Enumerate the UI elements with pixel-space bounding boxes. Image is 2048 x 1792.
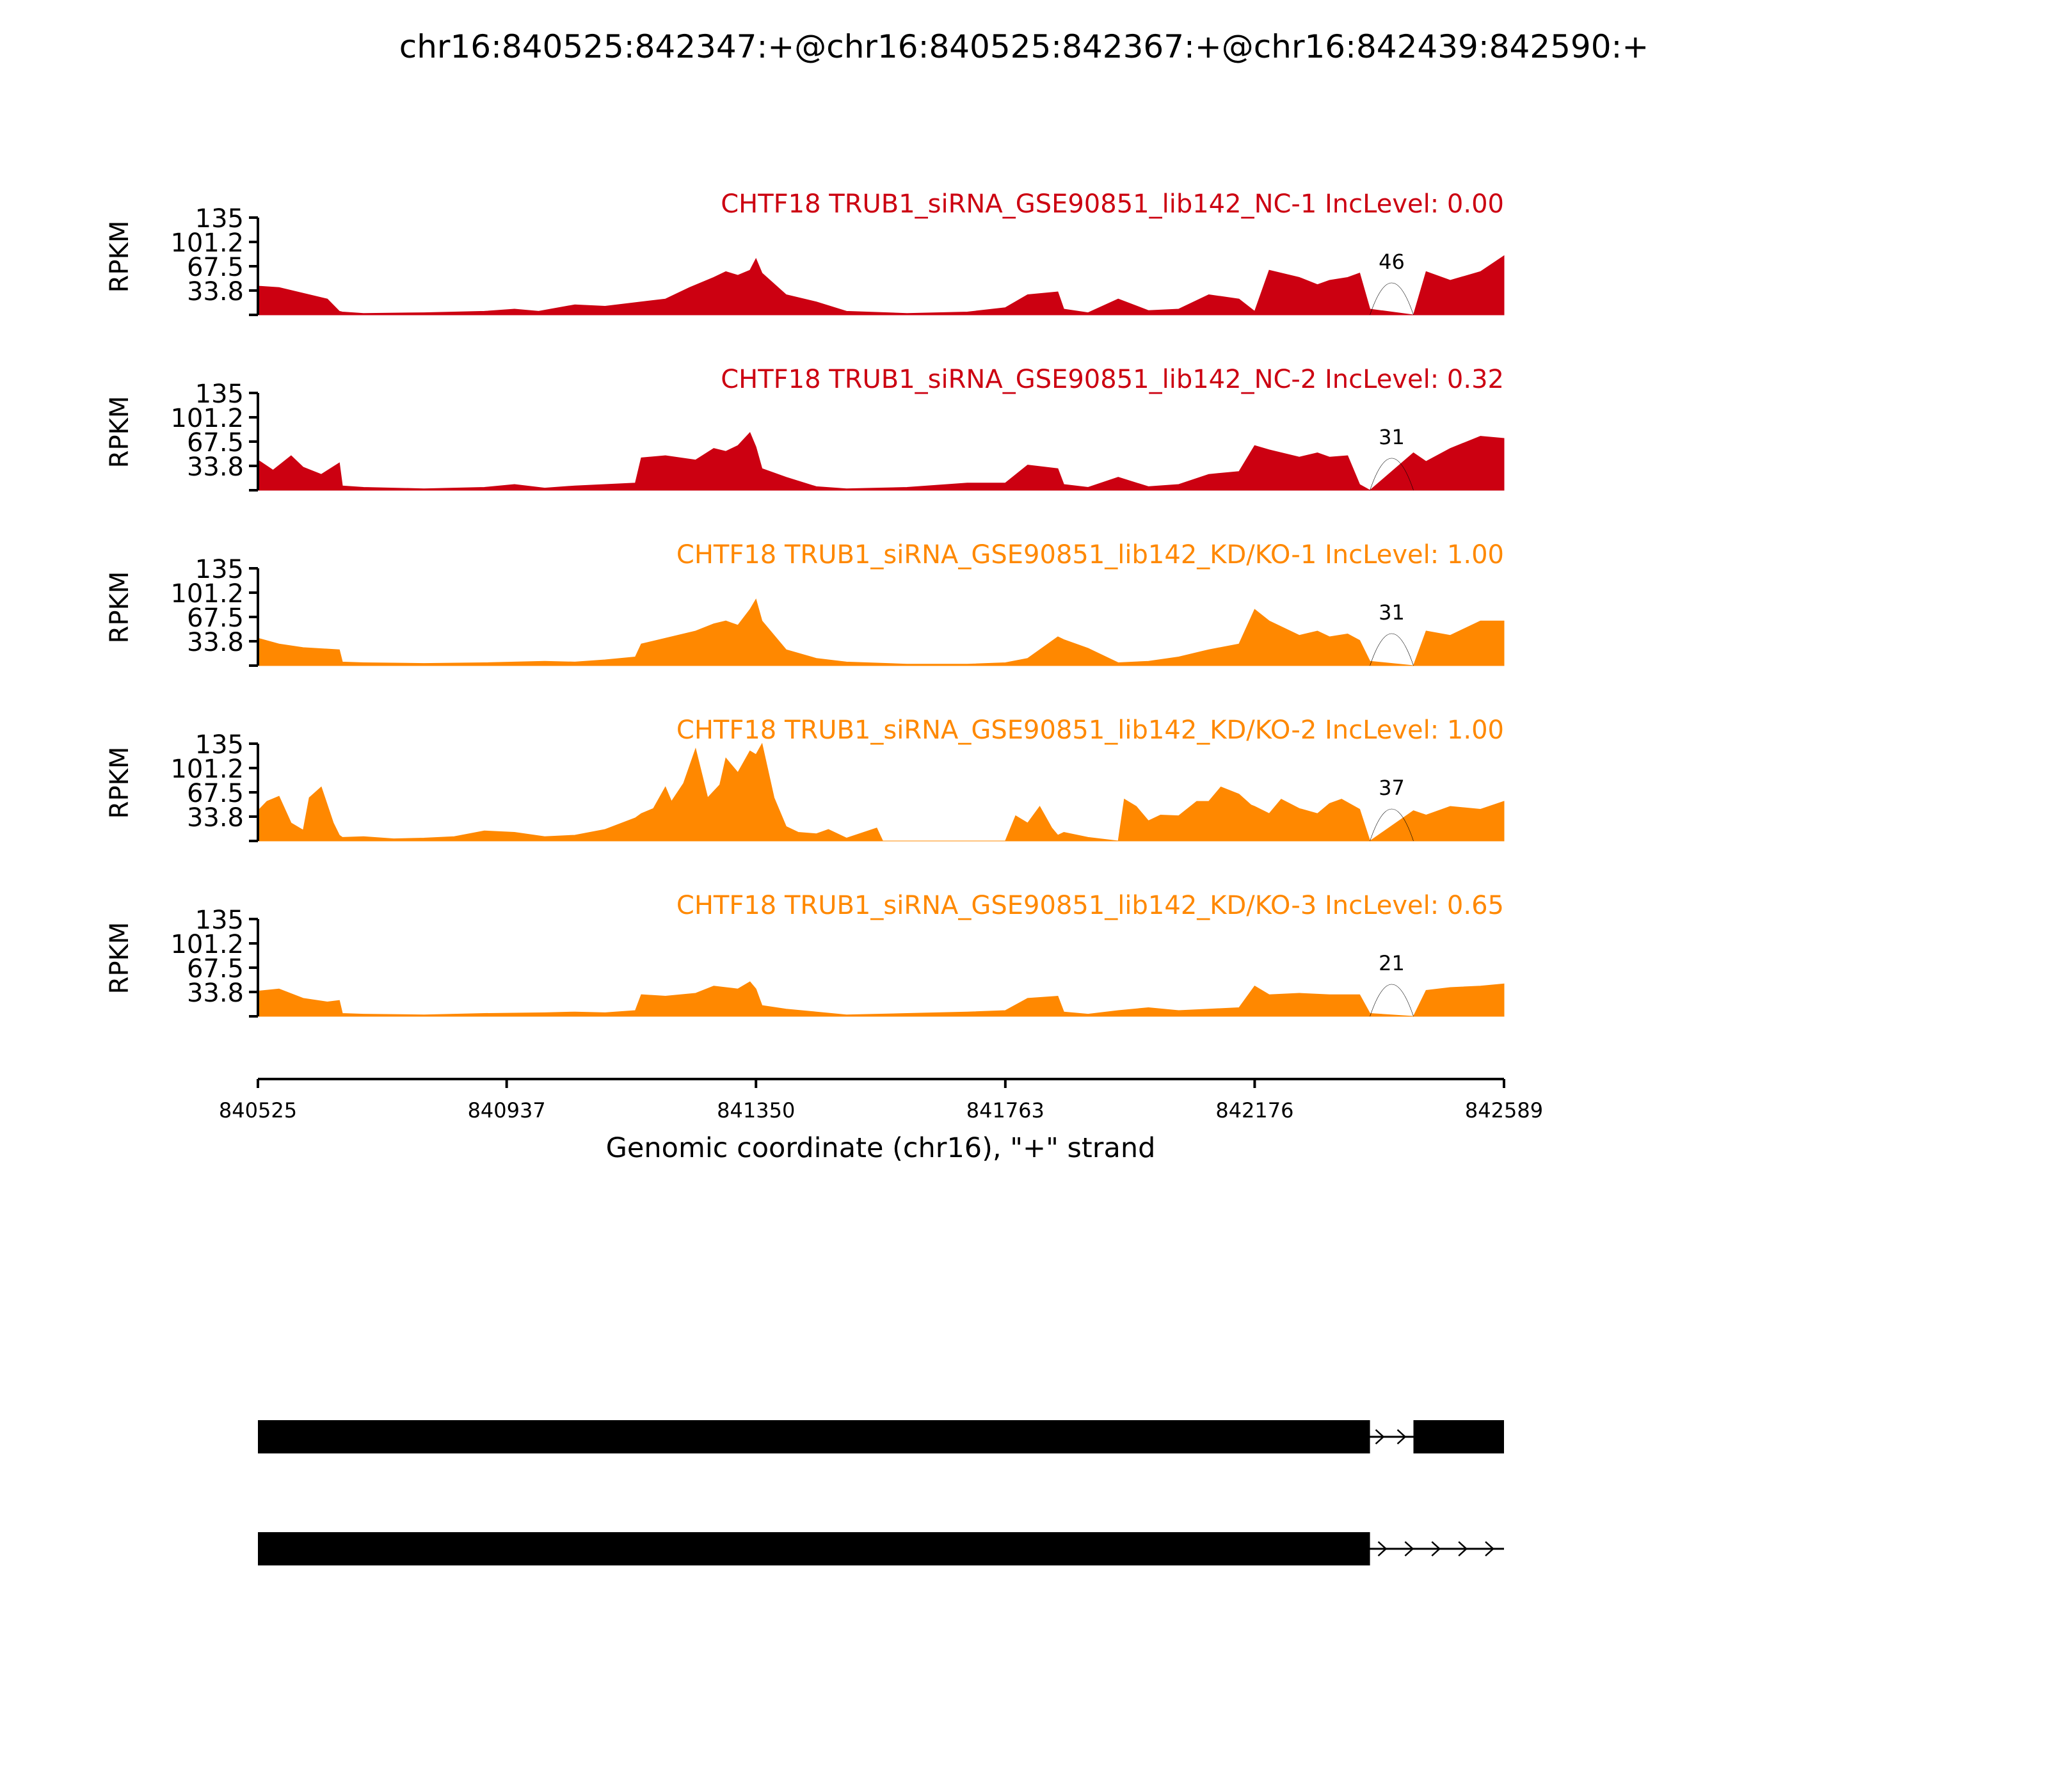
exon-block <box>1413 1420 1504 1453</box>
panel-title: CHTF18 TRUB1_siRNA_GSE90851_lib142_KD/KO… <box>676 891 1504 920</box>
junction-arc <box>1370 984 1414 1017</box>
coverage-area <box>257 981 1505 1017</box>
intron-arrow <box>1431 1541 1441 1556</box>
y-tick-label: 67.5 <box>187 428 244 458</box>
x-axis-ticks: 840525 840937 841350 841763 842176 842589 <box>219 1079 1543 1123</box>
y-tick-label: 135 <box>195 380 244 409</box>
y-tick-label: 135 <box>195 730 244 760</box>
x-axis-label: Genomic coordinate (chr16), "+" strand <box>606 1132 1156 1164</box>
coverage-area <box>257 742 1505 842</box>
y-tick-label: 33.8 <box>187 277 244 307</box>
y-tick-label: 101.2 <box>170 755 244 784</box>
coverage-area <box>257 598 1505 666</box>
isoform-1 <box>258 1420 1504 1453</box>
panel-title: CHTF18 TRUB1_siRNA_GSE90851_lib142_NC-2 … <box>721 365 1504 394</box>
x-tick-label: 840937 <box>468 1098 546 1123</box>
y-tick-label: 33.8 <box>187 452 244 482</box>
junction-arc <box>1370 282 1414 316</box>
panel-title: CHTF18 TRUB1_siRNA_GSE90851_lib142_KD/KO… <box>676 540 1504 570</box>
y-tick-label: 67.5 <box>187 954 244 984</box>
intron-arrow <box>1458 1541 1468 1556</box>
y-axis-label: RPKM <box>105 221 134 293</box>
y-tick-label: 67.5 <box>187 604 244 633</box>
y-tick-label: 101.2 <box>170 228 244 258</box>
isoform-2 <box>258 1532 1504 1565</box>
x-tick-label: 841350 <box>717 1098 795 1123</box>
y-tick-label: 33.8 <box>187 979 244 1008</box>
y-tick-label: 135 <box>195 555 244 584</box>
panel-title: CHTF18 TRUB1_siRNA_GSE90851_lib142_KD/KO… <box>676 716 1504 745</box>
figure-title: chr16:840525:842347:+@chr16:840525:84236… <box>399 28 1649 65</box>
x-tick-label: 842176 <box>1215 1098 1293 1123</box>
y-tick-label: 101.2 <box>170 404 244 433</box>
exon-block <box>258 1532 1370 1565</box>
intron-arrow <box>1485 1541 1494 1556</box>
junction-count-label: 21 <box>1379 951 1405 975</box>
junction-count-label: 31 <box>1379 600 1405 625</box>
y-axis-label: RPKM <box>105 747 134 819</box>
junction-arc <box>1370 808 1414 842</box>
intron-arrow <box>1377 1541 1388 1556</box>
y-axis-label: RPKM <box>105 922 134 995</box>
junction-arc <box>1370 633 1414 666</box>
intron-arrow <box>1404 1541 1414 1556</box>
exon-block <box>258 1420 1370 1453</box>
isoform-structures <box>258 1420 1504 1565</box>
x-tick-label: 840525 <box>219 1098 297 1123</box>
intron-arrow <box>1375 1429 1385 1444</box>
junction-count-label: 37 <box>1379 776 1405 800</box>
y-tick-label: 135 <box>195 906 244 935</box>
panel-title: CHTF18 TRUB1_siRNA_GSE90851_lib142_NC-1 … <box>721 189 1504 219</box>
junction-count-label: 31 <box>1379 425 1405 449</box>
coverage-area <box>257 255 1505 316</box>
x-axis: 840525 840937 841350 841763 842176 842589 Gen… <box>219 1078 1543 1164</box>
y-tick-label: 101.2 <box>170 579 244 609</box>
coverage-area <box>257 431 1505 491</box>
junction-count-label: 46 <box>1379 250 1405 274</box>
y-tick-label: 33.8 <box>187 803 244 833</box>
x-tick-label: 841763 <box>966 1098 1044 1123</box>
y-axis-label: RPKM <box>105 572 134 644</box>
y-tick-label: 33.8 <box>187 628 244 657</box>
intron-arrow <box>1396 1429 1407 1444</box>
y-tick-label: 67.5 <box>187 779 244 808</box>
y-tick-label: 135 <box>195 204 244 234</box>
x-tick-label: 842589 <box>1465 1098 1543 1123</box>
y-tick-label: 101.2 <box>170 930 244 959</box>
junction-arc <box>1370 458 1414 491</box>
y-tick-label: 67.5 <box>187 253 244 282</box>
y-axis-label: RPKM <box>105 396 134 468</box>
